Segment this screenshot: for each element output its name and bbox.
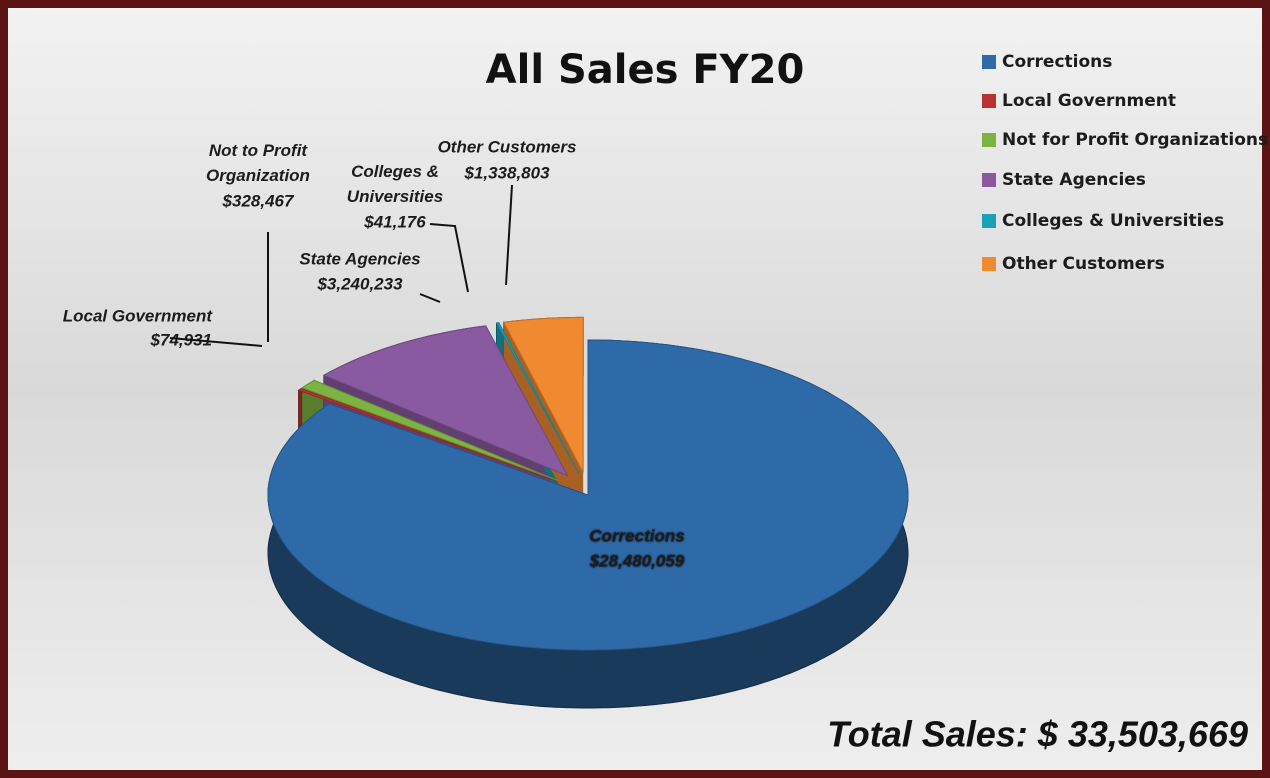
pie bbox=[267, 316, 909, 709]
slice bbox=[301, 379, 559, 482]
slice bbox=[495, 322, 579, 474]
legend-label: State Agencies bbox=[1002, 170, 1146, 190]
slice-side bbox=[503, 322, 584, 531]
legend-label: Other Customers bbox=[1002, 254, 1165, 274]
legend-swatch bbox=[982, 94, 996, 108]
leader-line bbox=[505, 184, 513, 286]
data-label-line: Universities bbox=[347, 187, 443, 206]
data-value-label: $3,240,233 bbox=[316, 274, 403, 293]
data-label: State Agencies bbox=[299, 249, 420, 268]
data-value-label: $1,338,803 bbox=[463, 163, 550, 182]
legend-swatch bbox=[982, 257, 996, 271]
slice bbox=[267, 339, 909, 651]
legend-swatch bbox=[982, 55, 996, 69]
data-value-label: $74,931 bbox=[150, 330, 212, 349]
leader-line bbox=[419, 293, 441, 303]
data-label: Colleges & Universities bbox=[347, 162, 443, 206]
legend-label: Local Government bbox=[1002, 91, 1176, 111]
slice bbox=[502, 316, 584, 473]
slice bbox=[297, 388, 558, 482]
total-annotation: Total Sales: $ 33,503,669 bbox=[827, 714, 1248, 755]
legend-label: Colleges & Universities bbox=[1002, 211, 1224, 231]
data-label-line: Organization bbox=[206, 166, 310, 185]
data-value-label: $41,176 bbox=[363, 212, 426, 231]
legend-label: Not for Profit Organizations bbox=[1002, 130, 1268, 150]
legend-swatch bbox=[982, 214, 996, 228]
slice bbox=[322, 325, 569, 477]
data-value-label: $28,480,059 bbox=[589, 551, 685, 570]
data-label-line: Not to Profit bbox=[209, 141, 309, 160]
legend-swatch bbox=[982, 173, 996, 187]
data-value-label: $328,467 bbox=[222, 191, 295, 210]
data-label: Corrections bbox=[589, 526, 684, 545]
leader-line bbox=[169, 337, 263, 347]
chart-title: All Sales FY20 bbox=[486, 47, 805, 93]
data-label-line: Colleges & bbox=[351, 162, 439, 181]
legend-label: Corrections bbox=[1002, 52, 1112, 72]
data-label: Local Government bbox=[63, 306, 214, 325]
legend-swatch bbox=[982, 133, 996, 147]
leader-line bbox=[429, 223, 469, 293]
data-label: Other Customers bbox=[438, 137, 577, 156]
data-label: Not to Profit Organization bbox=[206, 141, 310, 185]
